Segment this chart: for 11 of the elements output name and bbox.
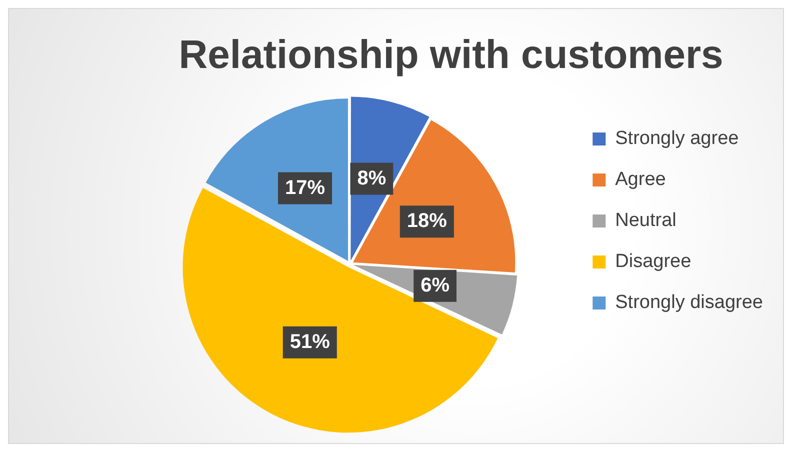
- legend-label: Neutral: [615, 210, 676, 232]
- chart-title: Relationship with customers: [178, 33, 724, 78]
- data-label: 8%: [357, 167, 386, 190]
- data-label: 18%: [406, 210, 448, 232]
- legend-label: Disagree: [615, 251, 692, 272]
- legend-label: Agree: [615, 169, 666, 190]
- data-label: 6%: [420, 274, 450, 296]
- legend-label: Strongly agree: [615, 128, 739, 150]
- data-label: 51%: [290, 330, 330, 353]
- legend-label: Strongly disagree: [615, 292, 764, 314]
- data-label: 17%: [285, 176, 326, 199]
